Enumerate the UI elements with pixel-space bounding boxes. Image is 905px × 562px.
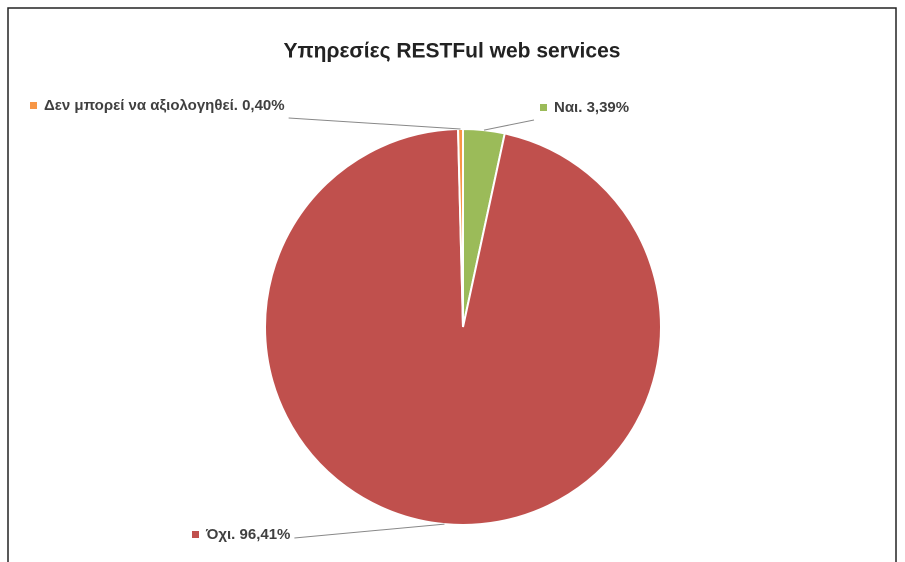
category-label: Δεν μπορεί να αξιολογηθεί. [44,97,238,114]
leader-line [294,523,445,539]
chart-title: Υπηρεσίες RESTFul web services [284,40,621,63]
slice-label: Δεν μπορεί να αξιολογηθεί. 0,40% [44,97,285,114]
value-label: 0,40% [242,97,285,114]
pie-slice [264,128,662,526]
leader-line [483,119,535,131]
value-label: 3,39% [587,99,630,116]
value-label: 96,41% [240,526,291,543]
legend-marker [192,531,199,538]
category-label: Ναι. [554,99,582,116]
leader-line [288,117,461,130]
legend-marker [540,104,547,111]
category-label: Όχι. [205,526,235,543]
slice-label: Ναι. 3,39% [554,99,629,116]
slice-label: Όχι. 96,41% [205,526,290,543]
legend-marker [30,102,37,109]
